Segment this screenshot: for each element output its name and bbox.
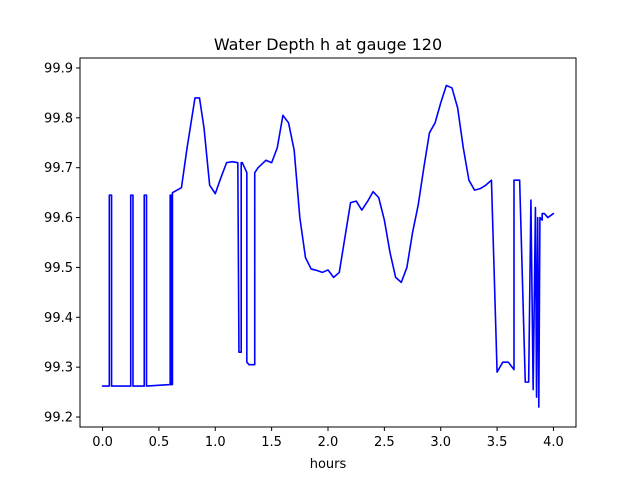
y-tick-label: 99.3 — [44, 361, 73, 376]
plot-area — [101, 84, 555, 408]
y-tick-label: 99.9 — [44, 61, 73, 76]
x-axis-ticks: 0.0 0.5 1.0 1.5 2.0 2.5 3.0 3.5 4.0 — [92, 427, 564, 450]
x-tick-label: 0.0 — [92, 435, 113, 450]
y-tick-label: 99.4 — [44, 311, 73, 326]
x-tick-label: 3.5 — [487, 435, 508, 450]
series-line — [101, 84, 555, 408]
y-tick-label: 99.2 — [44, 411, 73, 426]
y-tick-label: 99.8 — [44, 111, 73, 126]
x-tick-label: 4.0 — [543, 435, 564, 450]
y-tick-label: 99.6 — [44, 211, 73, 226]
y-axis-ticks: 99.2 99.3 99.4 99.5 99.6 99.7 99.8 99.9 — [44, 61, 80, 426]
chart-title: Water Depth h at gauge 120 — [214, 35, 442, 54]
y-tick-label: 99.7 — [44, 161, 73, 176]
y-tick-label: 99.5 — [44, 261, 73, 276]
x-tick-label: 0.5 — [149, 435, 170, 450]
x-tick-label: 1.5 — [261, 435, 282, 450]
x-tick-label: 2.0 — [318, 435, 339, 450]
axes-frame — [79, 57, 577, 428]
x-axis-label: hours — [310, 457, 347, 472]
x-tick-label: 2.5 — [374, 435, 395, 450]
x-tick-label: 3.0 — [430, 435, 451, 450]
x-tick-label: 1.0 — [205, 435, 226, 450]
